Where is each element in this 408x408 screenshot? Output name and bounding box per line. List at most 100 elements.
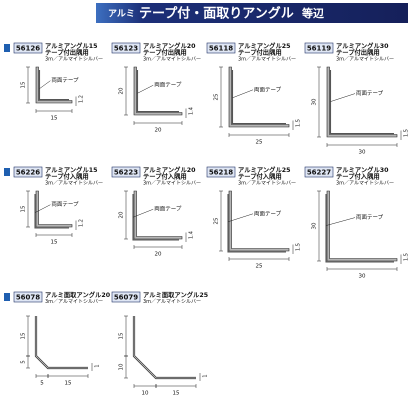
tape	[231, 70, 286, 125]
product-code: 56123	[114, 45, 138, 53]
leader	[232, 89, 254, 99]
tape	[38, 70, 69, 101]
angle-profile	[228, 190, 290, 252]
dim-label: 20	[119, 87, 125, 94]
tape	[34, 194, 69, 229]
product-line: 3m／アルマイトシルバー	[336, 57, 394, 63]
leader	[34, 204, 51, 213]
header-banner	[96, 3, 408, 23]
product-line: テープ付出隅用	[238, 48, 282, 57]
product-line: 3m／アルマイトシルバー	[45, 181, 103, 187]
angle-profile	[228, 66, 290, 128]
product-line: アルミ面取アングル25	[143, 290, 208, 299]
dim-label: 25	[256, 264, 263, 270]
dim-label: 20	[155, 252, 162, 258]
code-box	[206, 42, 236, 54]
product-line: テープ付入隅用	[143, 172, 187, 181]
tape-label: 両面テープ	[51, 77, 79, 84]
code-box	[111, 166, 141, 178]
dim-label: 5	[40, 381, 44, 387]
tape	[329, 70, 394, 135]
product-line: 3m／アルマイトシルバー	[143, 57, 201, 63]
dim-label: 25	[256, 140, 263, 146]
dim-label: 1.4	[189, 231, 195, 239]
header-title: テープ付・面取りアングル	[139, 6, 294, 22]
dim-label: 20	[119, 211, 125, 218]
code-box	[13, 166, 43, 178]
product-line: アルミアングル15	[45, 165, 98, 174]
dim-label: 1	[95, 364, 101, 367]
tape-label: 両面テープ	[254, 86, 282, 93]
tape-label: 両面テープ	[356, 90, 384, 97]
product-line: 3m／アルマイトシルバー	[336, 181, 394, 187]
dim-label: 15	[51, 116, 58, 122]
tape	[132, 194, 179, 241]
dim-label: 30	[359, 274, 366, 280]
leader	[137, 85, 154, 94]
leader	[325, 217, 356, 226]
tape	[227, 194, 286, 253]
product-code: 56078	[16, 294, 40, 302]
angle-profile	[133, 66, 183, 116]
code-box	[13, 291, 43, 303]
code-box	[206, 166, 236, 178]
row-marker	[4, 293, 10, 301]
angle-profile	[133, 190, 183, 240]
angle-profile	[35, 66, 73, 104]
angle-profile	[326, 190, 398, 262]
dim-label: 15	[173, 391, 180, 397]
product-code: 56079	[114, 294, 138, 302]
chamfer-face	[35, 316, 88, 369]
product-line: テープ付出隅用	[143, 48, 187, 57]
dim-label: 15	[65, 381, 72, 387]
dim-label: 30	[312, 98, 318, 105]
leader	[330, 93, 356, 102]
angle-profile	[326, 66, 398, 138]
dim-label: 10	[119, 363, 125, 370]
dim-label: 20	[155, 128, 162, 134]
product-line: テープ付入隅用	[238, 172, 282, 181]
product-line: 3m／アルマイトシルバー	[45, 299, 103, 305]
product-line: アルミアングル25	[238, 41, 291, 50]
tape-label: 両面テープ	[254, 210, 282, 217]
product-code: 56118	[209, 45, 233, 53]
product-line: 3m／アルマイトシルバー	[143, 299, 201, 305]
dim-label: 15	[21, 205, 27, 212]
code-box	[304, 166, 334, 178]
dim-label: 1.2	[79, 219, 85, 227]
product-line: アルミアングル20	[143, 165, 196, 174]
dim-label: 1.5	[404, 129, 408, 137]
product-code: 56119	[307, 45, 331, 53]
tape	[325, 194, 394, 263]
row-marker	[4, 44, 10, 52]
code-box	[111, 291, 141, 303]
chamfer-profile	[34, 316, 88, 370]
dim-label: 15	[119, 332, 125, 339]
dim-label: 30	[312, 222, 318, 229]
leader	[132, 209, 154, 218]
product-code: 56223	[114, 169, 138, 177]
tape-label: 両面テープ	[154, 206, 182, 213]
product-line: 3m／アルマイトシルバー	[45, 57, 103, 63]
code-box	[13, 42, 43, 54]
dim-label: 15	[21, 332, 27, 339]
header-prefix: アルミ	[108, 9, 135, 20]
tape-label: 両面テープ	[356, 214, 384, 221]
dim-label: 30	[359, 150, 366, 156]
chamfer-profile	[132, 316, 196, 380]
dim-label: 1.5	[296, 243, 302, 251]
product-line: アルミ面取アングル20	[45, 290, 111, 299]
dim-label: 15	[21, 81, 27, 88]
header-subtitle: 等辺	[301, 6, 324, 20]
tape-label: 両面テープ	[51, 201, 79, 208]
dim-label: 5	[21, 360, 27, 364]
angle-profile	[35, 190, 73, 228]
product-line: アルミアングル25	[238, 165, 291, 174]
dim-label: 25	[214, 217, 220, 224]
product-code: 56218	[209, 169, 233, 177]
tape-label: 両面テープ	[154, 82, 182, 89]
product-line: 3m／アルマイトシルバー	[238, 181, 296, 187]
leader	[227, 213, 254, 223]
dim-label: 1	[203, 374, 209, 377]
